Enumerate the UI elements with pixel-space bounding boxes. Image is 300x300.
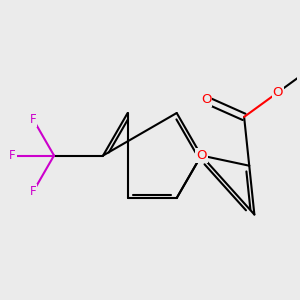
Text: F: F [9, 149, 16, 162]
Text: O: O [201, 93, 211, 106]
Text: F: F [30, 113, 37, 126]
Text: O: O [196, 149, 206, 162]
Text: O: O [273, 86, 283, 99]
Text: F: F [30, 185, 37, 198]
